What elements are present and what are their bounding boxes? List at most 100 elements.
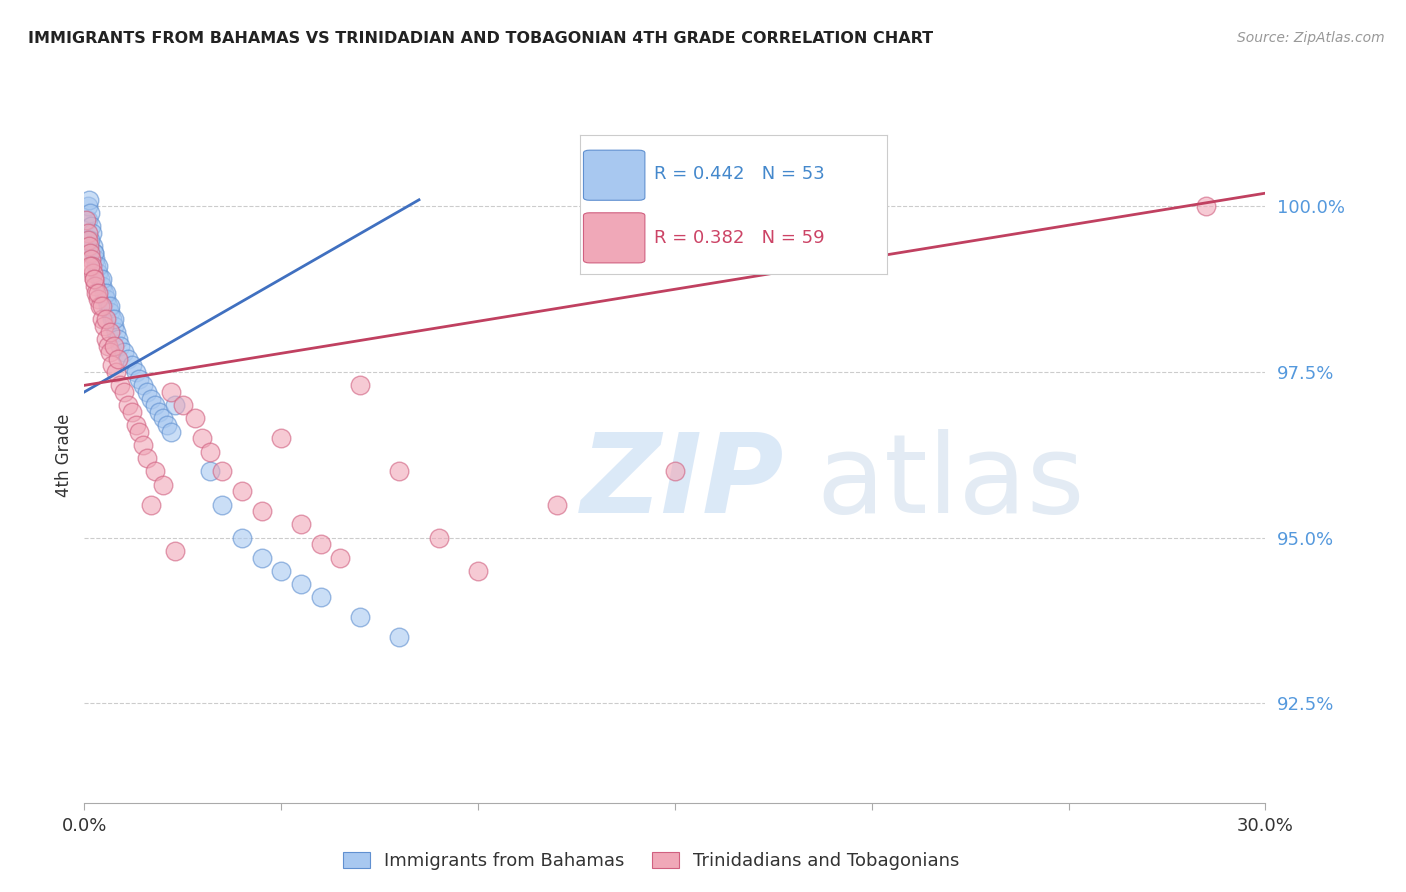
Point bbox=[200, 465, 222, 479]
Point bbox=[108, 338, 131, 352]
Point bbox=[93, 285, 115, 300]
Point bbox=[132, 378, 155, 392]
Point bbox=[101, 312, 124, 326]
Point bbox=[103, 338, 125, 352]
Point bbox=[77, 193, 100, 207]
Point bbox=[1195, 199, 1218, 213]
Point bbox=[94, 292, 117, 306]
Point bbox=[211, 465, 233, 479]
Point bbox=[77, 239, 100, 253]
Point bbox=[309, 591, 332, 605]
Point bbox=[82, 259, 104, 273]
Point bbox=[141, 498, 163, 512]
Point bbox=[117, 398, 139, 412]
Text: IMMIGRANTS FROM BAHAMAS VS TRINIDADIAN AND TOBAGONIAN 4TH GRADE CORRELATION CHAR: IMMIGRANTS FROM BAHAMAS VS TRINIDADIAN A… bbox=[28, 31, 934, 46]
Point bbox=[231, 531, 253, 545]
Point bbox=[117, 351, 139, 366]
Point bbox=[121, 405, 143, 419]
Point bbox=[128, 425, 150, 439]
Point bbox=[75, 233, 97, 247]
Point bbox=[103, 312, 125, 326]
Point bbox=[200, 444, 222, 458]
Point bbox=[163, 544, 186, 558]
Point bbox=[124, 365, 146, 379]
Point bbox=[84, 259, 107, 273]
Point bbox=[172, 398, 194, 412]
Point bbox=[83, 245, 105, 260]
Point bbox=[136, 384, 159, 399]
Point bbox=[112, 384, 135, 399]
Point bbox=[97, 338, 120, 352]
Point bbox=[94, 285, 117, 300]
Point bbox=[160, 425, 183, 439]
Point bbox=[143, 465, 166, 479]
Point bbox=[124, 418, 146, 433]
Point bbox=[349, 378, 371, 392]
Point bbox=[270, 431, 292, 445]
Point bbox=[87, 266, 110, 280]
Point bbox=[94, 312, 117, 326]
Point bbox=[191, 431, 214, 445]
Point bbox=[75, 212, 97, 227]
Point bbox=[427, 531, 450, 545]
Point bbox=[112, 345, 135, 359]
Point bbox=[309, 537, 332, 551]
Point bbox=[128, 372, 150, 386]
Point bbox=[152, 411, 174, 425]
Point bbox=[160, 384, 183, 399]
Point bbox=[82, 239, 104, 253]
Point bbox=[664, 465, 686, 479]
Point bbox=[82, 266, 104, 280]
Point bbox=[84, 279, 107, 293]
Point bbox=[143, 398, 166, 412]
Point bbox=[79, 245, 101, 260]
Point bbox=[83, 245, 105, 260]
Point bbox=[79, 206, 101, 220]
Text: Source: ZipAtlas.com: Source: ZipAtlas.com bbox=[1237, 31, 1385, 45]
Text: atlas: atlas bbox=[817, 429, 1085, 536]
Point bbox=[97, 299, 120, 313]
Point bbox=[93, 318, 115, 333]
Point bbox=[183, 411, 205, 425]
Point bbox=[84, 252, 107, 267]
Point bbox=[132, 438, 155, 452]
Point bbox=[76, 212, 98, 227]
Point bbox=[290, 577, 312, 591]
Point bbox=[107, 351, 129, 366]
Point bbox=[329, 550, 352, 565]
Point bbox=[77, 199, 100, 213]
Point bbox=[141, 392, 163, 406]
Y-axis label: 4th Grade: 4th Grade bbox=[55, 413, 73, 497]
Point bbox=[82, 226, 104, 240]
Point bbox=[136, 451, 159, 466]
Point bbox=[121, 359, 143, 373]
Point bbox=[91, 312, 114, 326]
Point bbox=[107, 332, 129, 346]
Point bbox=[467, 564, 489, 578]
Point bbox=[104, 365, 127, 379]
Point bbox=[80, 219, 103, 234]
Point bbox=[211, 498, 233, 512]
Point bbox=[79, 233, 101, 247]
Point bbox=[163, 398, 186, 412]
Point bbox=[250, 550, 273, 565]
Point bbox=[349, 610, 371, 624]
Point bbox=[250, 504, 273, 518]
Point bbox=[103, 318, 125, 333]
Point bbox=[91, 299, 114, 313]
Point bbox=[388, 630, 411, 644]
Point bbox=[546, 498, 568, 512]
Point bbox=[87, 285, 110, 300]
Legend: Immigrants from Bahamas, Trinidadians and Tobagonians: Immigrants from Bahamas, Trinidadians an… bbox=[336, 845, 967, 877]
Point bbox=[231, 484, 253, 499]
Point bbox=[290, 517, 312, 532]
Point bbox=[98, 299, 121, 313]
Point bbox=[87, 259, 110, 273]
Point bbox=[101, 359, 124, 373]
Point bbox=[79, 259, 101, 273]
Point bbox=[104, 326, 127, 340]
Point bbox=[84, 285, 107, 300]
Text: ZIP: ZIP bbox=[581, 429, 785, 536]
Point bbox=[80, 252, 103, 267]
Point bbox=[77, 233, 100, 247]
